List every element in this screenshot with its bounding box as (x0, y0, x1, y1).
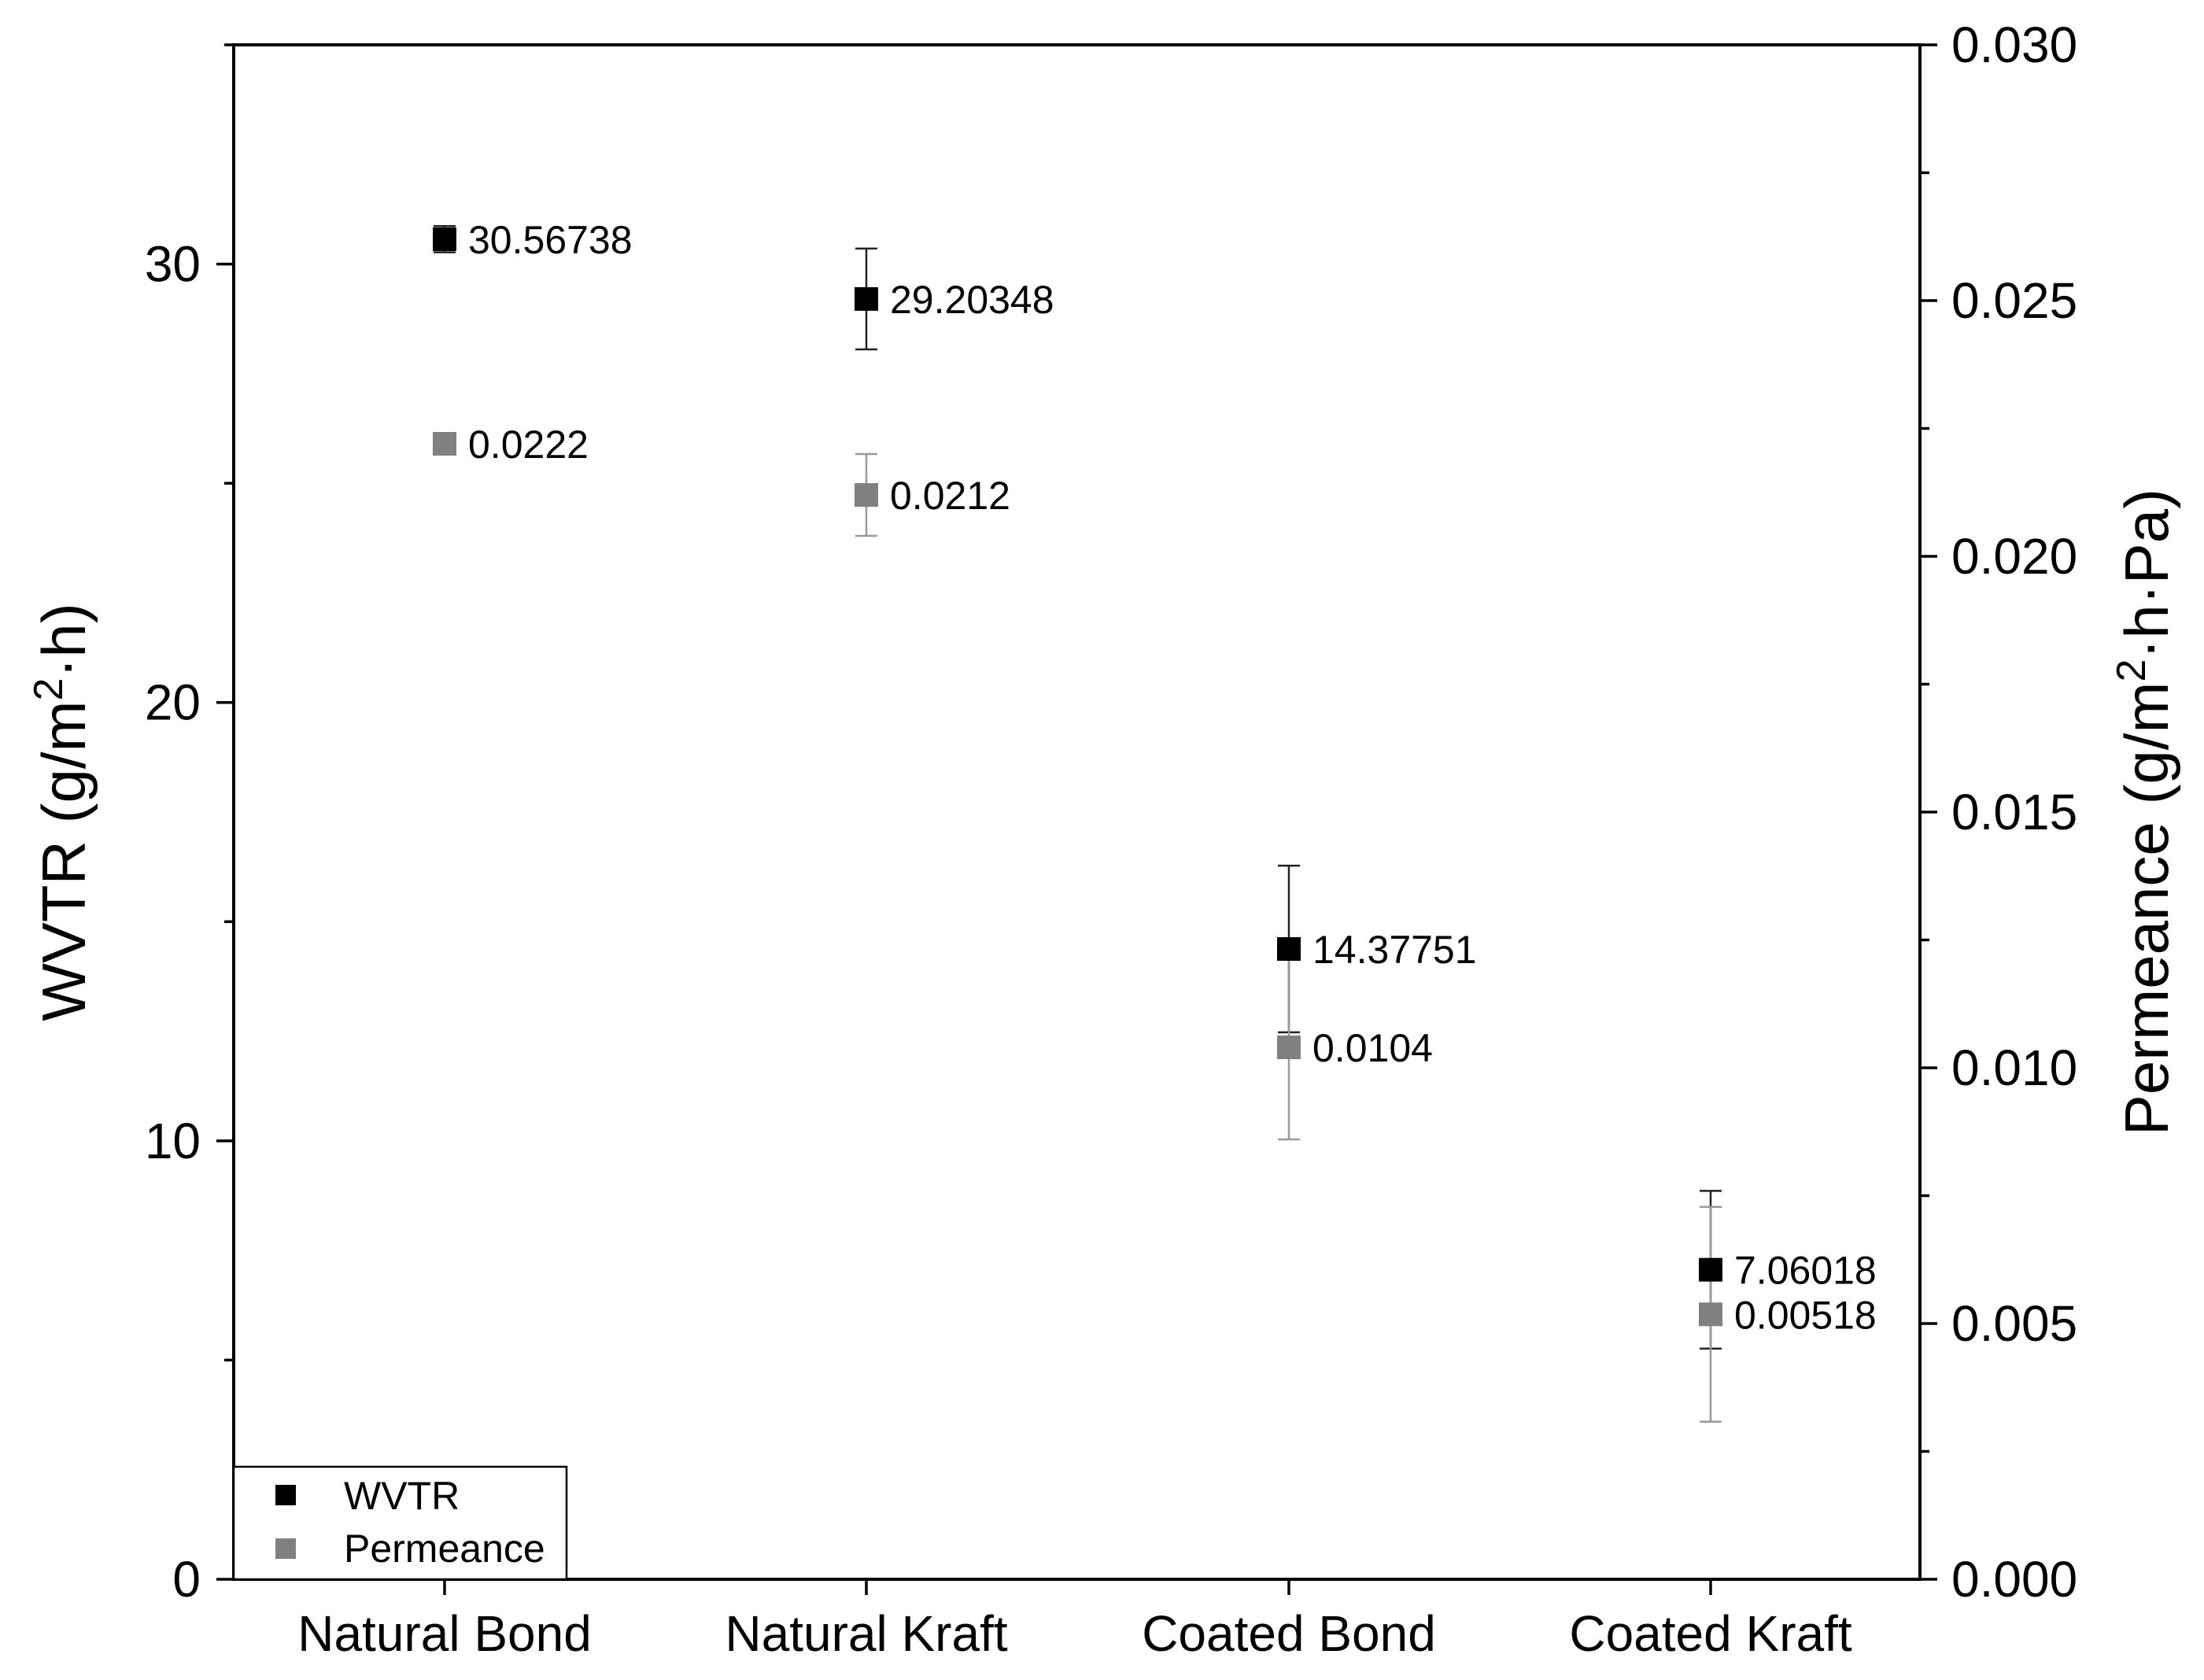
wvtr-point (1699, 1257, 1722, 1282)
permeance-point (855, 483, 878, 507)
left-axis-ticks: 0 10 20 30 (145, 43, 234, 1608)
left-tick-label: 20 (145, 674, 201, 731)
permeance-value-label: 0.0104 (1312, 1026, 1433, 1070)
right-tick-label: 0.030 (1951, 17, 2077, 73)
right-axis-title: Permeance (g/m2·h·Pa) (2109, 489, 2181, 1135)
legend: WVTR Permeance (232, 1465, 568, 1581)
permeance-point (1277, 1036, 1301, 1059)
wvtr-point (433, 227, 456, 251)
left-axis-title: WVTR (g/m2·h) (26, 603, 98, 1021)
permeance-value-label: 0.0212 (890, 474, 1010, 518)
right-tick-label: 0.020 (1951, 528, 2077, 585)
data-points (433, 227, 1722, 1327)
right-tick-label: 0.000 (1951, 1551, 2077, 1608)
x-axis-ticks: Natural Bond Natural Kraft Coated Bond Coat… (297, 1579, 1852, 1662)
plot-frame (232, 43, 1922, 1581)
legend-label-wvtr: WVTR (344, 1474, 460, 1518)
wvtr-value-label: 7.06018 (1734, 1249, 1877, 1293)
left-tick-label: 30 (145, 236, 201, 293)
right-tick-label: 0.005 (1951, 1295, 2077, 1352)
right-tick-label: 0.010 (1951, 1039, 2077, 1096)
data-labels: 30.56738 29.20348 14.37751 7.06018 0.0222 0.0… (468, 218, 1877, 1337)
wvtr-point (855, 286, 878, 311)
wvtr-value-label: 30.56738 (468, 218, 633, 262)
right-axis-ticks: 0.000 0.005 0.010 0.015 0.020 0.025 0.030 (1920, 17, 2077, 1608)
x-tick-label: Coated Bond (1142, 1605, 1436, 1662)
x-tick-label: Natural Bond (297, 1605, 592, 1662)
legend-label-permeance: Permeance (344, 1527, 545, 1571)
wvtr-value-label: 29.20348 (890, 278, 1054, 322)
wvtr-value-label: 14.37751 (1312, 928, 1477, 972)
legend-marker-permeance (275, 1538, 296, 1559)
permeance-value-label: 0.00518 (1734, 1293, 1877, 1337)
x-tick-label: Coated Kraft (1569, 1605, 1852, 1662)
left-tick-label: 10 (145, 1113, 201, 1169)
error-bars (434, 224, 1722, 1423)
x-tick-label: Natural Kraft (725, 1605, 1007, 1662)
permeance-point (433, 432, 456, 456)
right-tick-label: 0.015 (1951, 784, 2077, 840)
axes (232, 43, 1922, 1581)
permeance-value-label: 0.0222 (468, 423, 589, 467)
right-tick-label: 0.025 (1951, 272, 2077, 329)
left-tick-label: 0 (172, 1551, 201, 1608)
legend-marker-wvtr (275, 1485, 296, 1505)
wvtr-point (1277, 936, 1301, 961)
permeance-point (1699, 1302, 1722, 1327)
